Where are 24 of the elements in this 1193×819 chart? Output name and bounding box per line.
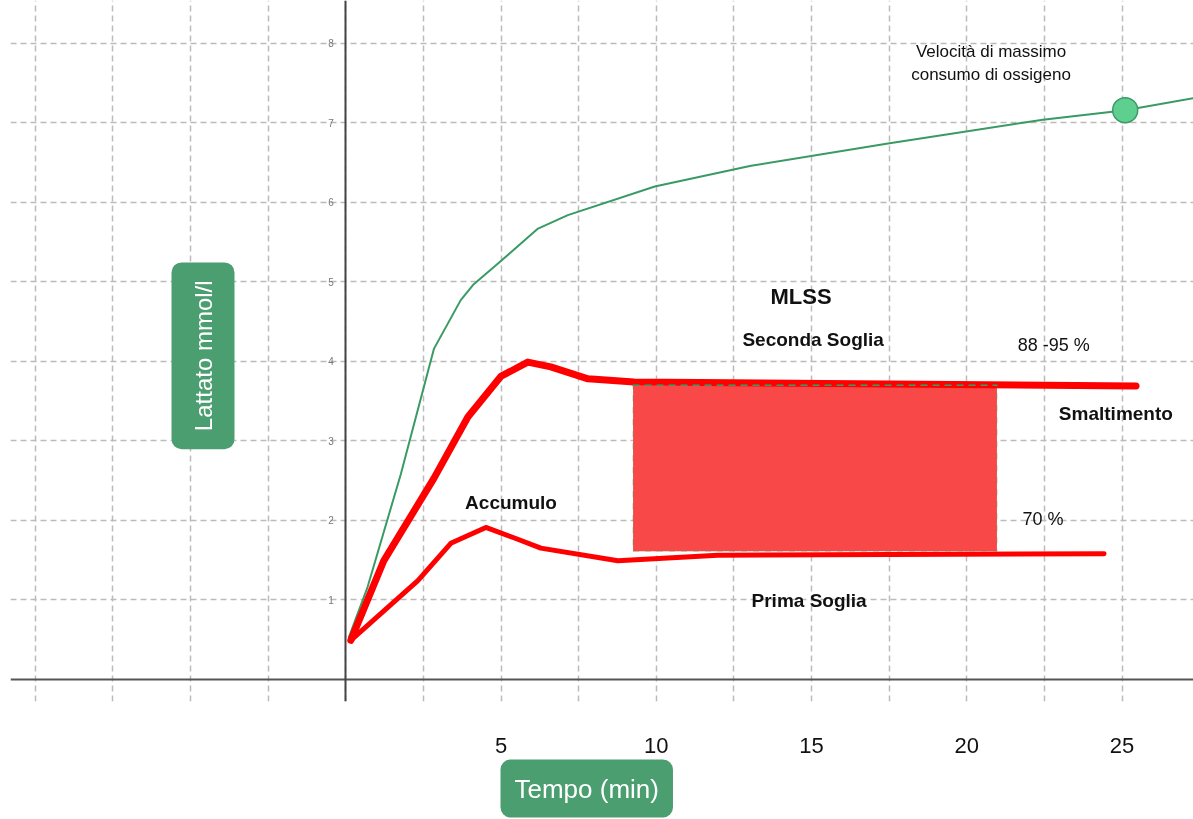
y-tick-label: 3 bbox=[328, 435, 335, 447]
annotation: Smaltimento bbox=[1058, 403, 1173, 425]
y-tick-label: 7 bbox=[328, 117, 335, 129]
x-tick-label: 25 bbox=[1109, 732, 1135, 758]
annotation: Prima Soglia bbox=[751, 590, 868, 612]
annotation: Seconda Soglia bbox=[742, 328, 885, 350]
y-axis-title: Lattato mmol/l bbox=[189, 280, 217, 432]
y-tick-label: 8 bbox=[328, 38, 335, 50]
annotation: Accumulo bbox=[465, 492, 557, 514]
annotation: MLSS bbox=[770, 283, 832, 309]
x-axis-title: Tempo (min) bbox=[514, 773, 659, 804]
x-tick-label: 5 bbox=[494, 732, 508, 758]
y-tick-label: 5 bbox=[328, 276, 335, 288]
x-tick-label: 15 bbox=[799, 732, 824, 758]
y-tick-label: 2 bbox=[328, 515, 335, 527]
y-tick-label: 6 bbox=[328, 197, 335, 209]
annotation: Velocità di massimo consumo di ossigeno bbox=[911, 42, 1071, 85]
y-tick-label: 1 bbox=[328, 594, 335, 606]
y-tick-label: 4 bbox=[328, 356, 335, 368]
line-series bbox=[347, 97, 1193, 639]
annotation: 88 -95 % bbox=[1017, 334, 1090, 355]
x-tick-label: 10 bbox=[644, 732, 669, 758]
annotation: 70 % bbox=[1022, 508, 1064, 529]
x-tick-label: 20 bbox=[954, 732, 980, 758]
